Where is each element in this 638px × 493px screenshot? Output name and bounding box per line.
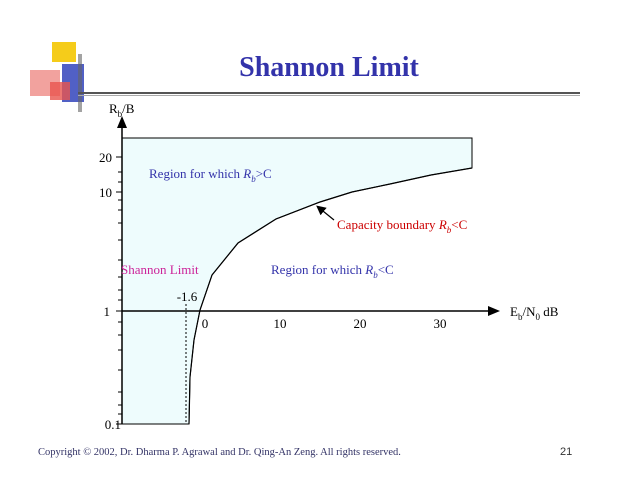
x-tick-label: 10 xyxy=(274,316,287,331)
page-number: 21 xyxy=(560,446,573,458)
x-axis-title: Eb/N0 dB xyxy=(510,304,559,322)
x-tick-label: 0 xyxy=(202,316,209,331)
boundary-pointer-arrow xyxy=(316,205,335,221)
shannon-limit-value: -1.6 xyxy=(177,289,198,304)
y-tick-label: 20 xyxy=(99,150,112,165)
region-below-label: Region for which Rb<C xyxy=(271,262,394,280)
x-axis-arrow xyxy=(488,306,500,316)
x-tick-label: 30 xyxy=(434,316,447,331)
title-rule xyxy=(78,92,580,94)
title-rule-shadow xyxy=(78,95,580,96)
capacity-boundary-curve xyxy=(188,167,473,425)
y-tick-marks xyxy=(116,156,122,425)
x-tick-label: 20 xyxy=(354,316,367,331)
region-above-label: Region for which Rb>C xyxy=(149,166,272,184)
y-tick-label: 10 xyxy=(99,185,112,200)
capacity-boundary-label: Capacity boundary Rb<C xyxy=(337,217,467,235)
slide-title: Shannon Limit xyxy=(239,52,419,83)
shannon-limit-label: Shannon Limit xyxy=(121,262,199,277)
copyright-footer: Copyright © 2002, Dr. Dharma P. Agrawal … xyxy=(38,447,401,458)
y-tick-label: 1 xyxy=(104,304,111,319)
logo-vertical-line xyxy=(78,54,82,112)
logo-red-block-2 xyxy=(50,82,70,100)
y-axis-arrow xyxy=(117,116,127,128)
y-axis-title: Rb/B xyxy=(109,101,135,119)
logo-yellow-block xyxy=(52,42,76,62)
y-tick-label: 0.1 xyxy=(105,417,121,432)
